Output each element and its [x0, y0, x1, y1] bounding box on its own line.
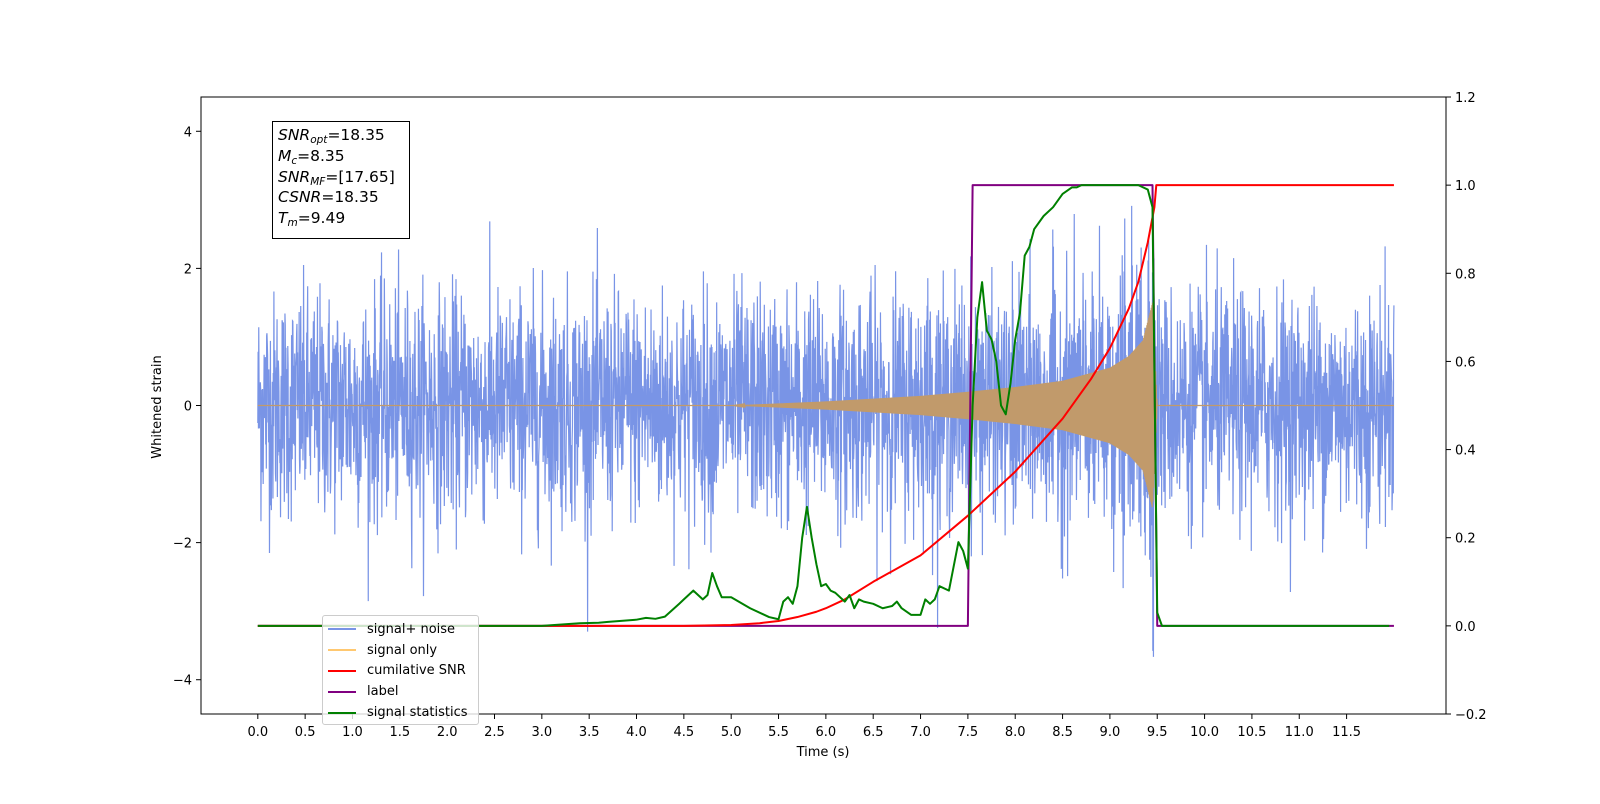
- info-box-row: SNRMF=[17.65]: [278, 167, 409, 188]
- y-right-tick-label: 0.4: [1455, 444, 1476, 459]
- legend-entry: cumilative SNR: [328, 661, 478, 682]
- x-tick-label: 7.5: [958, 725, 979, 740]
- y-right-tick-label: 0.0: [1455, 620, 1476, 635]
- info-subscript: MF: [310, 175, 326, 188]
- legend-label: label: [367, 684, 399, 700]
- info-box-row: SNRopt=18.35: [278, 125, 409, 146]
- info-subscript: c: [291, 154, 298, 167]
- legend-entry: signal+ noise: [328, 619, 478, 640]
- x-tick-label: 11.5: [1332, 725, 1361, 740]
- x-tick-label: 8.0: [1005, 725, 1026, 740]
- x-tick-label: 0.0: [247, 725, 268, 740]
- info-box-row: Tm=9.49: [278, 208, 409, 229]
- x-axis: 0.0 0.5 1.0 1.5 2.0 2.5 3.0 3.5 4.0 4.5 5.0 5.5 6.0 6…: [247, 714, 1361, 740]
- x-tick-label: 7.0: [910, 725, 931, 740]
- legend-entry: signal statistics: [328, 702, 478, 723]
- y-right-tick-label: 1.0: [1455, 179, 1476, 194]
- y-right-tick-label: 0.2: [1455, 532, 1476, 547]
- legend-label: cumilative SNR: [367, 663, 466, 679]
- legend-swatch: [328, 690, 356, 693]
- info-symbol: SNR: [278, 126, 311, 144]
- x-tick-label: 1.0: [342, 725, 363, 740]
- y-right-tick-label: −0.2: [1455, 708, 1487, 723]
- y-left-tick-label: 4: [184, 125, 192, 140]
- info-symbol: T: [278, 209, 288, 228]
- x-tick-label: 2.0: [437, 725, 458, 740]
- y-axis-right: −0.2 0.0 0.2 0.4 0.6 0.8 1.0 1.2: [1446, 91, 1487, 723]
- info-subscript: opt: [310, 134, 328, 146]
- legend-swatch: [328, 649, 356, 652]
- x-tick-label: 3.0: [531, 725, 552, 740]
- x-tick-label: 5.0: [721, 725, 742, 740]
- info-value: =[17.65]: [325, 167, 395, 186]
- x-tick-label: 4.5: [674, 725, 695, 740]
- legend-swatch: [328, 669, 356, 672]
- info-value: =8.35: [297, 146, 345, 165]
- series-signal-statistics-line: [257, 184, 1390, 627]
- y-left-tick-label: −2: [173, 537, 192, 552]
- x-tick-label: 9.5: [1147, 725, 1168, 740]
- x-tick-label: 6.0: [816, 725, 837, 740]
- info-box-row: CSNR=18.35: [278, 187, 409, 208]
- x-tick-label: 4.0: [626, 725, 647, 740]
- x-tick-label: 8.5: [1052, 725, 1073, 740]
- series-signal-only-line: [257, 302, 1394, 508]
- x-tick-label: 3.5: [579, 725, 600, 740]
- series-signal-noise-line: [257, 205, 1395, 657]
- info-symbol: M: [278, 146, 292, 165]
- y-axis-label-left: Whitened strain: [150, 355, 165, 458]
- legend: signal+ noise signal only cumilative SNR la…: [322, 615, 479, 725]
- info-symbol: SNR: [278, 167, 311, 186]
- legend-swatch: [328, 711, 356, 714]
- y-right-tick-label: 1.2: [1455, 91, 1476, 106]
- y-right-tick-label: 0.6: [1455, 355, 1476, 370]
- y-right-tick-label: 0.8: [1455, 267, 1476, 282]
- legend-label: signal only: [367, 642, 438, 658]
- info-value: =18.35: [321, 188, 379, 207]
- info-subscript: m: [287, 217, 298, 230]
- legend-swatch: [328, 628, 356, 631]
- x-tick-label: 5.5: [768, 725, 789, 740]
- legend-entry: signal only: [328, 640, 478, 661]
- info-value: =18.35: [327, 126, 385, 144]
- info-box: SNRopt=18.35 Mc=8.35 SNRMF=[17.65] CSNR=18.…: [272, 121, 410, 239]
- info-value: =9.49: [297, 209, 346, 228]
- info-symbol: CSNR: [278, 188, 322, 207]
- legend-entry: label: [328, 681, 478, 702]
- x-tick-label: 1.5: [389, 725, 410, 740]
- info-box-row: Mc=8.35: [278, 146, 409, 167]
- x-tick-label: 10.0: [1190, 725, 1219, 740]
- x-tick-label: 11.0: [1285, 725, 1314, 740]
- x-axis-label: Time (s): [796, 745, 850, 760]
- x-tick-label: 2.5: [484, 725, 505, 740]
- y-left-tick-label: 2: [184, 262, 192, 277]
- x-tick-label: 0.5: [295, 725, 316, 740]
- x-tick-label: 9.0: [1100, 725, 1121, 740]
- legend-label: signal statistics: [367, 705, 468, 721]
- y-left-tick-label: 0: [184, 400, 192, 415]
- legend-label: signal+ noise: [367, 621, 456, 637]
- y-axis-left: −4 −2 0 2 4: [173, 125, 201, 689]
- y-left-tick-label: −4: [173, 674, 192, 689]
- x-tick-label: 6.5: [863, 725, 884, 740]
- series-cumilative-snr-line: [257, 184, 1394, 627]
- x-tick-label: 10.5: [1237, 725, 1266, 740]
- series-layer: [257, 184, 1395, 657]
